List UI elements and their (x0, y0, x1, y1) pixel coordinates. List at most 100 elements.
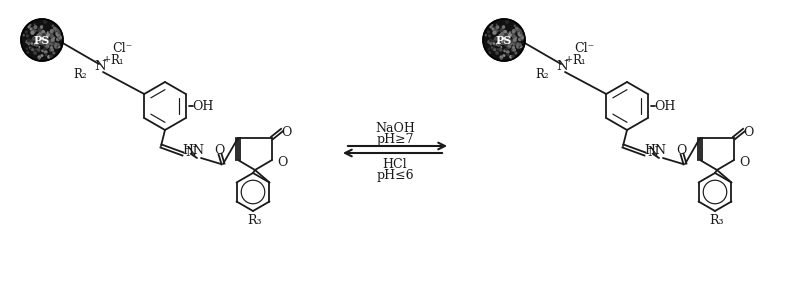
Circle shape (490, 46, 493, 49)
Text: NaOH: NaOH (375, 122, 415, 134)
Circle shape (25, 30, 28, 33)
Circle shape (54, 42, 58, 46)
Circle shape (483, 19, 525, 61)
Circle shape (504, 35, 508, 40)
Circle shape (33, 40, 34, 42)
Circle shape (500, 32, 503, 36)
Circle shape (503, 39, 507, 43)
Circle shape (46, 31, 49, 34)
Text: O: O (676, 144, 686, 156)
Circle shape (57, 42, 59, 45)
Circle shape (47, 55, 51, 59)
Circle shape (42, 41, 43, 42)
Circle shape (505, 48, 508, 51)
Circle shape (54, 27, 58, 31)
Circle shape (29, 46, 33, 50)
Circle shape (35, 43, 38, 46)
Circle shape (50, 38, 53, 41)
Circle shape (46, 46, 48, 49)
Circle shape (506, 43, 508, 45)
Circle shape (514, 31, 516, 34)
Circle shape (521, 35, 524, 39)
Circle shape (34, 48, 38, 50)
Circle shape (31, 30, 35, 33)
Circle shape (34, 25, 38, 29)
Circle shape (32, 43, 35, 46)
Circle shape (512, 34, 516, 38)
Circle shape (493, 48, 497, 52)
Circle shape (26, 34, 29, 37)
Circle shape (32, 30, 35, 32)
Circle shape (509, 41, 513, 45)
Circle shape (520, 36, 524, 41)
Circle shape (41, 54, 43, 57)
Circle shape (485, 34, 487, 36)
Circle shape (501, 40, 504, 43)
Circle shape (518, 38, 522, 41)
Circle shape (54, 44, 55, 46)
Text: O: O (214, 144, 224, 156)
Circle shape (504, 43, 508, 46)
Circle shape (507, 46, 510, 49)
Circle shape (517, 30, 518, 32)
Circle shape (506, 45, 509, 48)
Circle shape (515, 27, 518, 30)
Circle shape (502, 38, 506, 41)
Circle shape (46, 34, 48, 37)
Circle shape (39, 55, 42, 57)
Circle shape (488, 51, 491, 54)
Circle shape (44, 43, 46, 45)
Circle shape (38, 36, 43, 40)
Circle shape (510, 33, 515, 37)
Text: O: O (743, 126, 753, 139)
Circle shape (512, 35, 515, 38)
Circle shape (516, 45, 520, 49)
Circle shape (54, 30, 57, 32)
Circle shape (520, 31, 523, 35)
Circle shape (26, 40, 29, 44)
Circle shape (38, 55, 42, 59)
Circle shape (507, 45, 511, 48)
Circle shape (41, 38, 43, 41)
Circle shape (491, 24, 494, 26)
Circle shape (35, 39, 39, 43)
Text: N: N (186, 147, 197, 159)
Circle shape (39, 42, 42, 44)
Circle shape (506, 39, 507, 41)
Circle shape (30, 39, 33, 42)
Circle shape (45, 37, 49, 41)
Circle shape (47, 41, 51, 45)
Circle shape (47, 31, 51, 35)
Circle shape (31, 32, 34, 34)
Circle shape (41, 30, 45, 34)
Circle shape (513, 44, 515, 46)
Circle shape (54, 45, 58, 49)
Circle shape (43, 19, 47, 24)
Circle shape (509, 38, 511, 41)
Text: OH: OH (192, 100, 214, 113)
Circle shape (57, 31, 61, 35)
Circle shape (26, 38, 30, 42)
Circle shape (41, 38, 44, 41)
Circle shape (40, 39, 43, 42)
Circle shape (55, 32, 57, 34)
Circle shape (37, 35, 39, 38)
Circle shape (498, 35, 502, 38)
Circle shape (488, 39, 493, 44)
Circle shape (506, 53, 510, 56)
Circle shape (498, 48, 502, 52)
Circle shape (513, 42, 516, 45)
Circle shape (509, 40, 513, 44)
Circle shape (502, 37, 505, 41)
Circle shape (505, 44, 506, 46)
Circle shape (492, 42, 495, 45)
Circle shape (41, 38, 43, 40)
Circle shape (502, 37, 505, 40)
Circle shape (514, 52, 518, 55)
Circle shape (44, 37, 46, 39)
Circle shape (36, 40, 38, 42)
Circle shape (501, 28, 502, 30)
Circle shape (509, 55, 513, 59)
Circle shape (40, 34, 43, 37)
Circle shape (58, 31, 62, 35)
